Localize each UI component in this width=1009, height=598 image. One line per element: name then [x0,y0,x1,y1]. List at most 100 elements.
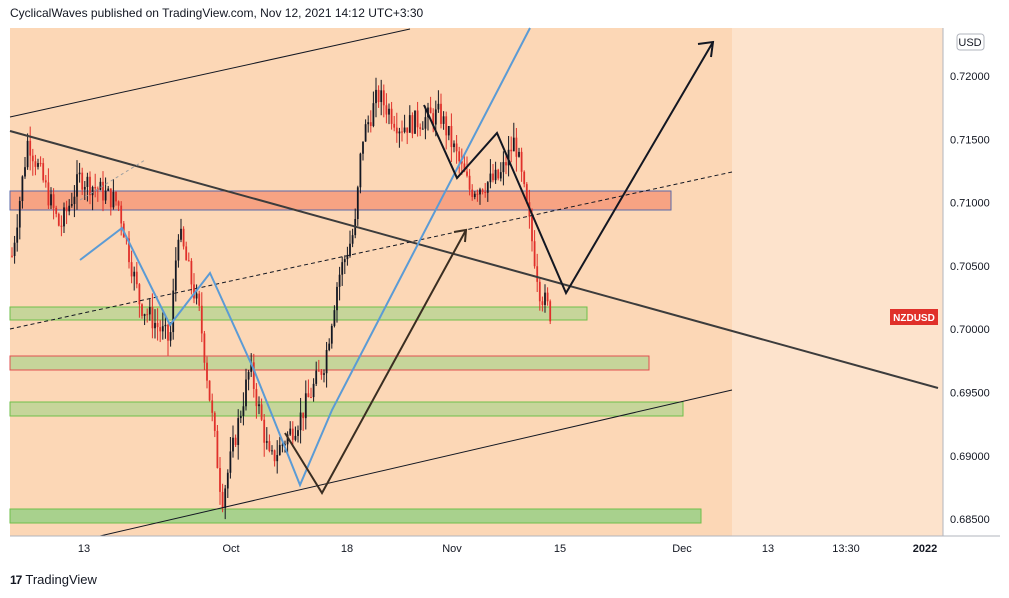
candle [21,175,24,209]
candle [151,293,154,339]
candle [39,156,42,167]
black-arrowhead [697,40,715,58]
candle [216,424,219,469]
candle [408,105,411,133]
candle [549,299,552,325]
candle [546,287,549,306]
candle [107,185,110,192]
candle [239,410,242,423]
candle [447,125,450,141]
time-axis[interactable]: 13 Oct 18 Nov 15 Dec 13 13:30 2022 [78,543,937,555]
candle [398,127,401,148]
candle [24,156,26,179]
candle [73,185,76,218]
candle [291,421,294,447]
brand-name: TradingView [25,572,97,587]
candle [185,241,188,261]
candle [286,431,289,454]
candle [63,202,65,234]
candle [385,93,388,124]
candle [265,427,268,450]
candle [260,398,263,422]
candle [206,356,208,389]
candle [367,115,370,133]
candle [330,323,333,349]
candle [375,77,377,118]
candle [208,380,211,402]
candle [533,230,536,269]
symbol-label: NZDUSD [893,313,935,324]
candle [169,322,172,347]
candle [172,278,175,340]
candle [52,188,55,220]
candle [34,154,37,176]
candle [99,177,102,191]
candle [44,174,47,188]
candle [154,309,156,339]
price-tick-0: 0.72000 [950,71,990,83]
candle [512,122,515,152]
candle [148,299,151,321]
candle [268,434,271,453]
candle [18,196,21,240]
candle [338,266,341,301]
candle [390,101,393,130]
candle [414,110,416,135]
time-tick-1: Oct [222,543,239,555]
candle [377,85,380,108]
candle [393,115,396,132]
price-axis[interactable]: 0.72000 0.71500 0.71000 0.70500 0.70000 0.695… [950,71,990,526]
candle [437,90,440,113]
candle [341,256,344,286]
candle [11,247,13,258]
candle [440,93,442,129]
candle [541,296,544,312]
candle [369,110,372,133]
upper-channel-line [9,28,411,118]
candle [499,162,502,182]
candle [476,189,479,202]
candle [203,330,206,371]
resistance-zone-0711 [9,190,672,211]
candle [455,135,458,164]
candle [167,323,169,356]
candle [133,266,136,291]
support-zone-0701 [9,306,588,321]
currency-badge[interactable] [956,33,985,51]
candle [299,397,302,444]
candle [320,368,323,380]
dashed-small-line [79,159,146,201]
price-tick-3: 0.70500 [950,261,990,273]
lower-channel-line [99,389,733,537]
candle [520,147,523,182]
candle [421,121,424,130]
candle [130,250,133,284]
candle [245,368,247,411]
candle [328,338,331,352]
candle [232,425,234,458]
time-tick-0: 13 [78,543,90,555]
candle [26,133,29,170]
candle [450,113,453,163]
candle [523,170,526,188]
candle [445,111,448,150]
candle [57,212,60,227]
candle [333,305,336,328]
candle [94,173,97,198]
candle [70,192,73,208]
candle [486,181,489,202]
candle [302,412,305,431]
time-tick-8: 2022 [913,543,937,555]
candle [411,112,414,139]
candle [364,119,367,142]
candle [544,284,546,313]
time-tick-7: 13:30 [832,543,860,555]
candle [479,187,481,205]
footer-brand[interactable]: 17 TradingView [10,572,97,587]
price-tick-1: 0.71500 [950,134,990,146]
candle [380,79,383,116]
candle [13,235,16,264]
candle [494,161,497,184]
candle [278,436,281,456]
